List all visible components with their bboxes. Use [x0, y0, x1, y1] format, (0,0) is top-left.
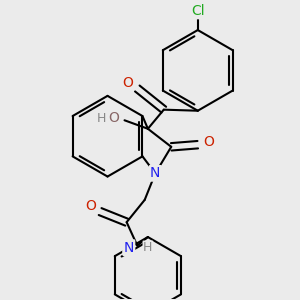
Text: O: O [109, 111, 119, 125]
Text: O: O [203, 134, 214, 148]
Text: O: O [85, 199, 96, 213]
Text: N: N [124, 241, 134, 255]
Text: Cl: Cl [191, 4, 205, 18]
Text: N: N [150, 167, 160, 180]
Text: O: O [122, 76, 133, 90]
Text: H: H [97, 112, 106, 125]
Text: H: H [143, 241, 153, 254]
